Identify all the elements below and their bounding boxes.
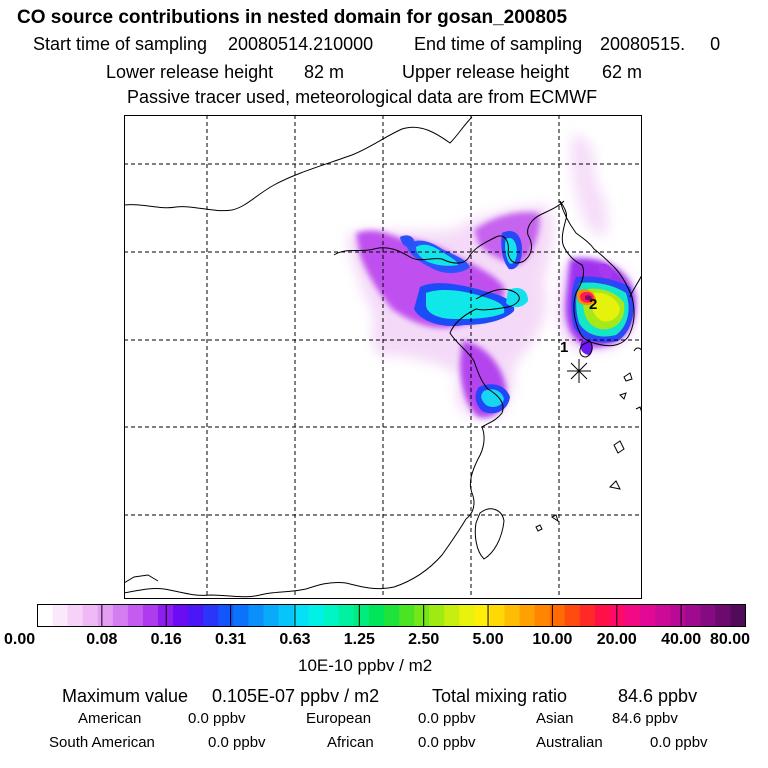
end-time-value: 20080515. 0 [600,34,721,54]
colorbar-tick-label: 0.16 [150,631,182,648]
total-mixing-value: 84.6 ppbv [618,686,698,706]
lat-lon-grid [124,115,642,599]
region-asian-value: 84.6 ppbv [612,710,678,727]
receptor-label: 1 [560,339,568,356]
colorbar-cell [127,604,144,627]
colorbar-cell [429,604,445,627]
colorbar-cell [640,604,656,627]
tracer-note: Passive tracer used, meteorological data… [127,87,598,107]
colorbar-tick-label: 10.00 [532,631,573,648]
colorbar-cell [489,604,506,627]
lower-height-value: 82 m [304,62,345,82]
colorbar-tick-label: 0.63 [279,631,311,648]
colorbar-cell [142,604,159,627]
colorbar-cell [504,604,521,627]
colorbar-cell [353,604,370,627]
colorbar-cell [188,604,204,627]
colorbar-cell [37,604,54,627]
colorbar-cell [248,604,265,627]
colorbar-cell [203,604,219,627]
colorbar-cell [609,604,626,627]
colorbar-cell [534,604,551,627]
colorbar-tick-label: 5.00 [472,631,504,648]
region-european-value: 0.0 ppbv [418,710,476,727]
colorbar-tick-label: 2.50 [408,631,440,648]
colorbar-cell [218,604,234,627]
plot-title: CO source contributions in nested domain… [17,7,568,28]
colorbar-cell [459,604,475,627]
colorbar-cell [173,604,189,627]
start-time-label: Start time of sampling [33,34,208,54]
colorbar-tick-label: 40.00 [661,631,702,648]
colorbar-cell [670,604,686,627]
max-value-label: Maximum value [62,686,189,706]
region-australian-value: 0.0 ppbv [650,734,708,751]
colorbar-cell [549,604,566,627]
colorbar-cell [278,604,295,627]
region-african-label: African [327,734,374,751]
colorbar-cell [82,604,99,627]
colorbar-cell [383,604,400,627]
max-value: 0.105E-07 ppbv / m2 [212,686,380,706]
colorbar-cell [52,604,69,627]
upper-height-value: 62 m [602,62,643,82]
colorbar-cell [685,604,701,627]
region-australian-label: Australian [536,734,603,751]
source-label: 2 [589,296,597,313]
region-south-american-label: South American [49,734,155,751]
region-asian-label: Asian [536,710,574,727]
colorbar-cell [579,604,596,627]
receptor-star-icon [567,359,591,383]
colorbar-cell [564,604,581,627]
colorbar-cell [112,604,129,627]
upper-height-label: Upper release height [402,62,570,82]
region-american-value: 0.0 ppbv [188,710,246,727]
lower-height-label: Lower release height [106,62,274,82]
colorbar [37,604,746,627]
region-african-value: 0.0 ppbv [418,734,476,751]
colorbar-cell [338,604,355,627]
colorbar-cell [323,604,340,627]
colorbar-unit: 10E-10 ppbv / m2 [298,656,433,675]
colorbar-cell [263,604,280,627]
total-mixing-label: Total mixing ratio [432,686,568,706]
region-american-label: American [78,710,142,727]
colorbar-tick-label: 0.31 [215,631,247,648]
concentration-map: 1 2 [124,115,642,599]
colorbar-cell [594,604,611,627]
colorbar-cell [700,604,716,627]
start-time-value: 20080514.210000 [228,34,374,54]
colorbar-tick-label: 1.25 [343,631,375,648]
colorbar-tick-label: 0.00 [4,631,36,648]
colorbar-cell [399,604,415,627]
colorbar-cell [368,604,385,627]
region-south-american-value: 0.0 ppbv [208,734,266,751]
colorbar-cell [308,604,325,627]
end-time-label: End time of sampling [414,34,583,54]
colorbar-cell [474,604,491,627]
colorbar-tick-label: 0.08 [86,631,118,648]
colorbar-cell [67,604,84,627]
colorbar-cell [715,604,732,627]
colorbar-cell [519,604,536,627]
colorbar-cell [444,604,460,627]
colorbar-tick-label: 20.00 [596,631,637,648]
region-european-label: European [306,710,372,727]
colorbar-cell [655,604,671,627]
colorbar-cell [293,604,310,627]
colorbar-cell [730,604,746,627]
colorbar-cell [624,604,641,627]
colorbar-tick-label: 80.00 [710,631,751,648]
colorbar-cell [97,604,114,627]
colorbar-cell [414,604,430,627]
colorbar-cell [233,604,249,627]
